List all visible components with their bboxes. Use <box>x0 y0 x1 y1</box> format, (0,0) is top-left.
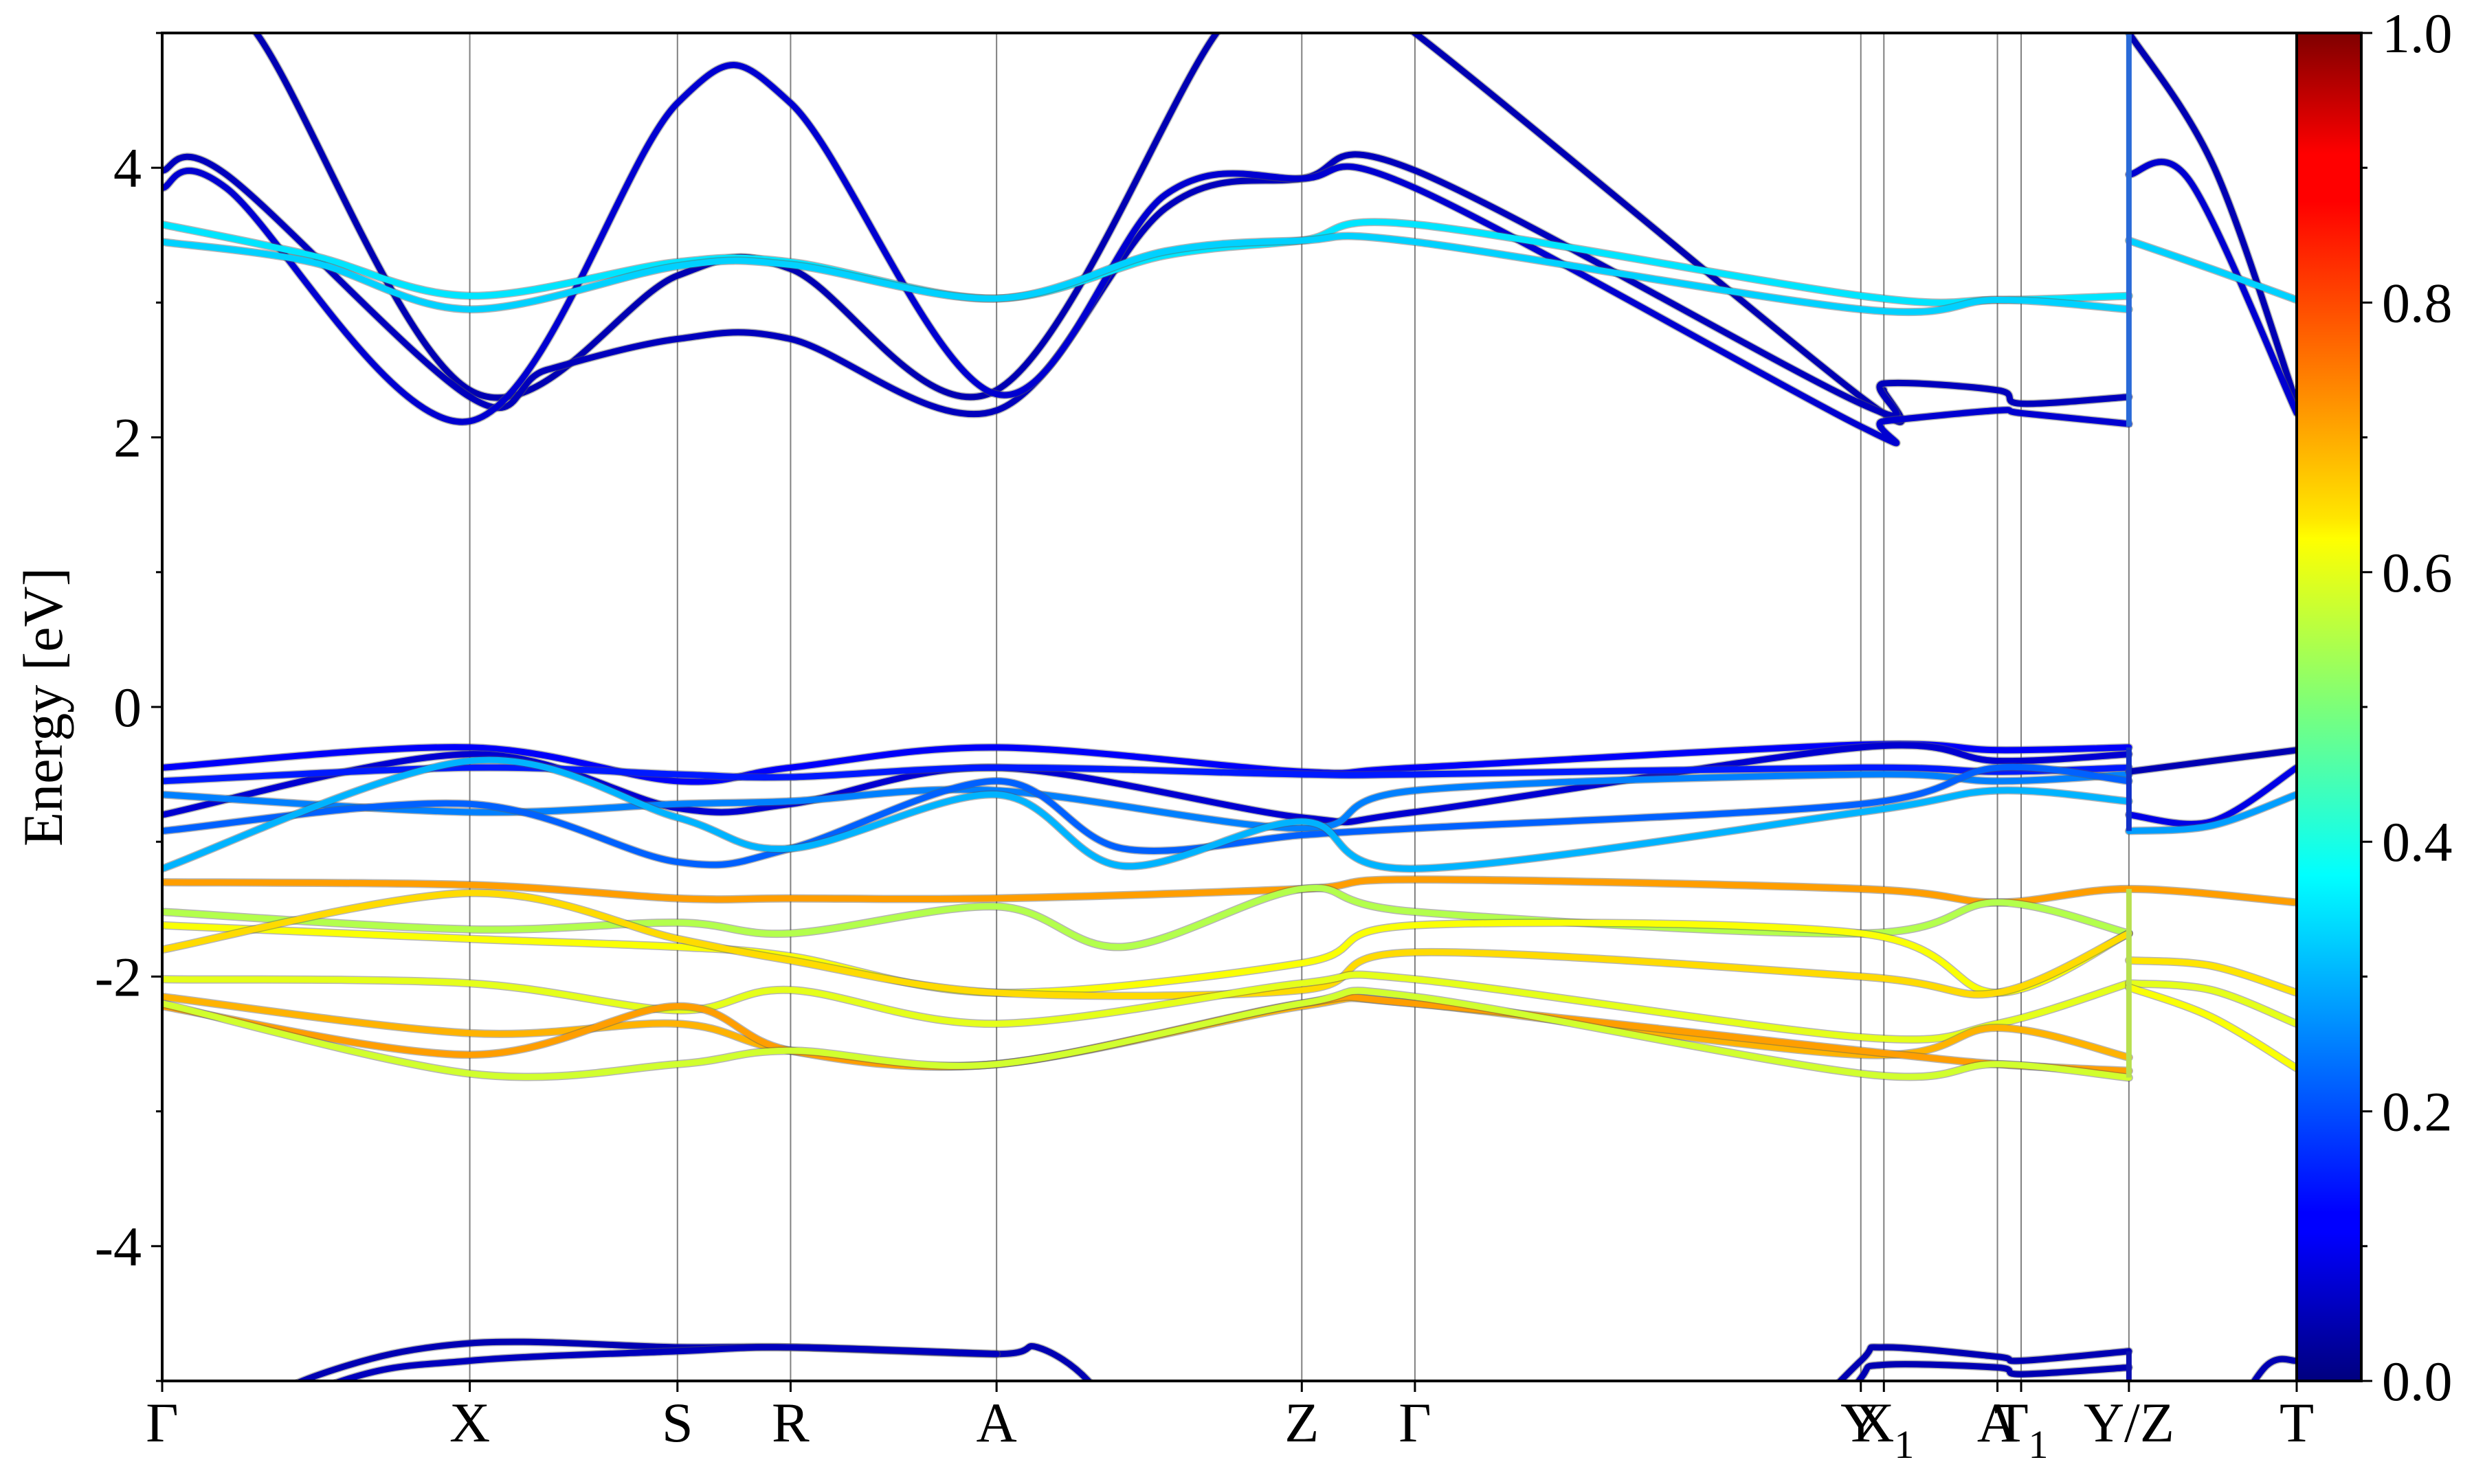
band-line <box>2126 747 2300 775</box>
band-line <box>162 771 2132 832</box>
band-line <box>1836 1344 2132 1381</box>
x-axis-ticks: Γ X S R A Z Γ YX1 AT1 Y/Z T <box>146 1381 2314 1467</box>
band-line <box>2126 791 2300 834</box>
colorbar-tick-label: 0.4 <box>2382 811 2453 873</box>
y-tick-label: -4 <box>95 1215 142 1278</box>
colorbar-tick-label: 0.0 <box>2382 1350 2453 1413</box>
y-tick-label: 4 <box>113 137 142 199</box>
x-tick-label: Y/Z <box>2084 1391 2174 1454</box>
x-tick-label: S <box>662 1391 693 1454</box>
band-line <box>2126 984 2300 1072</box>
band-line <box>1855 1361 2132 1381</box>
band-lines <box>162 33 2301 1381</box>
x-tick-label: Γ <box>1398 1391 1431 1454</box>
x-tick-label: A <box>977 1391 1017 1454</box>
x-tick-label: X1 <box>1853 1391 1914 1467</box>
band-line <box>162 233 2132 315</box>
colorbar-tick-label: 0.8 <box>2382 271 2453 334</box>
y-axis-label: Energy [eV] <box>12 567 74 846</box>
band-line <box>2126 159 2300 416</box>
y-tick-label: 2 <box>113 407 142 469</box>
x-tick-label: R <box>772 1391 810 1454</box>
x-tick-label: Y <box>1840 1391 1881 1454</box>
band-line <box>162 890 2132 999</box>
band-line <box>162 987 2132 1081</box>
band-line <box>162 763 2132 868</box>
band-line <box>332 1344 1000 1381</box>
band-line <box>162 919 2132 996</box>
colorbar-tick-label: 1.0 <box>2382 2 2453 65</box>
band-line <box>162 62 2132 447</box>
colorbar-tick-label: 0.2 <box>2382 1081 2453 1143</box>
x-tick-label: Z <box>1284 1391 1319 1454</box>
y-tick-label: -2 <box>95 945 142 1008</box>
plot-background <box>162 33 2304 1381</box>
band-line <box>162 756 2132 872</box>
band-line <box>2126 764 2300 827</box>
colorbar-tick-label: 0.6 <box>2382 541 2453 604</box>
band-line <box>2126 957 2300 996</box>
y-tick-label: 0 <box>113 676 142 739</box>
x-tick-label: X <box>449 1391 490 1454</box>
y-axis-ticks: -4 -2 0 2 4 <box>95 32 162 1382</box>
x-tick-label: T1 <box>1994 1391 2048 1467</box>
x-tick-label: A <box>1977 1391 2018 1454</box>
colorbar <box>2295 32 2363 1382</box>
band-line <box>162 971 2132 1043</box>
colorbar-ticks: 0.0 0.2 0.4 0.6 0.8 1.0 <box>2361 2 2453 1413</box>
x-tick-label: Γ <box>146 1391 178 1454</box>
band-line <box>2126 237 2300 303</box>
band-line <box>2126 33 2300 407</box>
x-tick-label: T <box>2280 1391 2314 1454</box>
band-line <box>2126 980 2300 1027</box>
band-line <box>2251 1356 2300 1381</box>
